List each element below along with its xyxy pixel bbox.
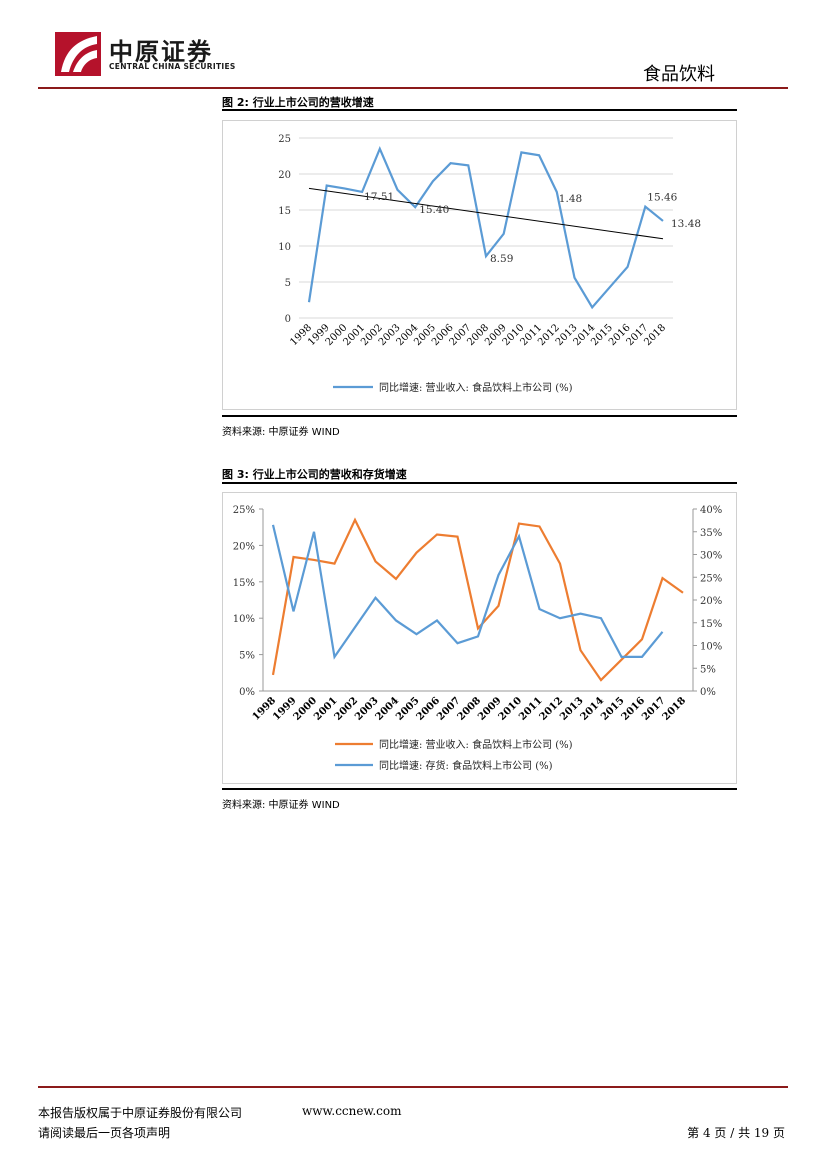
footer-divider: [38, 1086, 788, 1088]
y-tick-label: 15: [278, 206, 291, 217]
data-label: 15.46: [647, 192, 677, 204]
figure-2-title: 图 2: 行业上市公司的营收增速: [222, 96, 374, 109]
y-tick-label: 25: [278, 134, 291, 145]
right-y-tick-label: 10%: [700, 642, 722, 653]
company-name-en: CENTRAL CHINA SECURITIES: [109, 62, 236, 71]
figure-3-svg: 0% 5% 10% 15% 20% 25% 0% 5% 10% 15% 20% 25% 30% 35% 40…: [233, 505, 722, 772]
right-y-tick-label: 20%: [700, 596, 722, 607]
data-label: 1.48: [559, 193, 582, 205]
figure-2-bottom-rule: [222, 415, 737, 417]
left-y-tick-label: 20%: [233, 541, 255, 552]
figure-3-top-rule: [222, 482, 737, 484]
data-label: 8.59: [490, 253, 513, 265]
figure-3-title: 图 3: 行业上市公司的营收和存货增速: [222, 468, 407, 481]
figure-3-bottom-rule: [222, 788, 737, 790]
trendline: [308, 187, 664, 240]
figure-3-source: 资料来源: 中原证券 WIND: [222, 800, 340, 811]
company-name-cn: 中原证券: [109, 37, 213, 66]
data-label: 17.51: [364, 191, 394, 203]
footer-copyright: 本报告版权属于中原证券股份有限公司: [38, 1106, 243, 1120]
company-logo: 中原证券 CENTRAL CHINA SECURITIES: [55, 32, 245, 76]
y-tick-label: 5: [285, 278, 291, 289]
left-y-tick-label: 5%: [239, 651, 255, 662]
right-y-tick-label: 15%: [700, 619, 722, 630]
left-y-tick-label: 10%: [233, 614, 255, 625]
right-y-tick-label: 0%: [700, 687, 716, 698]
right-y-tick-label: 40%: [700, 505, 722, 516]
legend-label-revenue: 同比增速: 营业收入: 食品饮料上市公司 (%): [379, 738, 573, 751]
left-y-tick-label: 0%: [239, 687, 255, 698]
series-line-revenue: [271, 517, 684, 682]
figure-3-chart: 0% 5% 10% 15% 20% 25% 0% 5% 10% 15% 20% 25% 30% 35% 40…: [222, 492, 737, 784]
figure-2-chart: 0 5 10 15 20 25 1998 1999 2000 2001 2002 2003 2004 20…: [222, 120, 737, 410]
figure-2-svg: 0510152025199819992000200120022003200420…: [278, 134, 701, 394]
header-divider: [38, 87, 788, 89]
data-label: 13.48: [671, 218, 701, 230]
right-y-tick-label: 30%: [700, 551, 722, 562]
series-line-revenue: [307, 145, 664, 310]
legend-label-inventory: 同比增速: 存货: 食品饮料上市公司 (%): [379, 759, 553, 772]
y-tick-label: 20: [278, 170, 291, 181]
x-tick-label: 2018: [661, 695, 688, 722]
legend-label-revenue: 同比增速: 营业收入: 食品饮料上市公司 (%): [379, 381, 573, 394]
right-y-tick-label: 25%: [700, 573, 722, 584]
footer-page-number: 第 4 页 / 共 19 页: [687, 1126, 785, 1140]
y-tick-label: 0: [285, 314, 291, 325]
figure-2-source: 资料来源: 中原证券 WIND: [222, 427, 340, 438]
y-tick-label: 10: [278, 242, 291, 253]
series-line-inventory: [271, 524, 664, 660]
right-y-tick-label: 5%: [700, 664, 716, 675]
company-logo-icon: [55, 32, 101, 76]
left-y-tick-label: 25%: [233, 505, 255, 516]
section-label: 食品饮料: [643, 64, 715, 85]
footer-disclaimer: 请阅读最后一页各项声明: [38, 1126, 171, 1140]
footer-website[interactable]: www.ccnew.com: [302, 1104, 402, 1118]
left-y-tick-label: 15%: [233, 578, 255, 589]
right-y-tick-label: 35%: [700, 528, 722, 539]
figure-2-top-rule: [222, 109, 737, 111]
data-label: 15.40: [419, 204, 449, 216]
